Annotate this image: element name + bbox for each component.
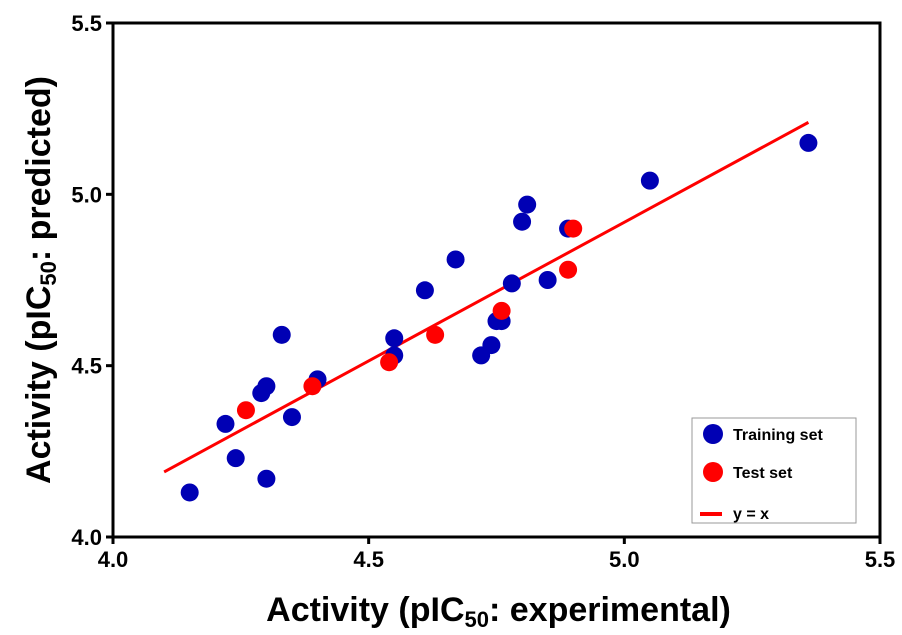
legend-test-set-label: Test set xyxy=(733,465,793,482)
ticks-layer: 4.0 4.5 5.0 5.5 4.0 4.5 5.0 5.5 xyxy=(71,11,895,572)
y-tick-label: 4.5 xyxy=(71,354,102,379)
y-equals-x-line xyxy=(163,121,810,474)
training-set-point xyxy=(257,377,276,396)
x-tick-label: 5.0 xyxy=(609,547,640,572)
training-set-point xyxy=(538,271,557,289)
training-set-point xyxy=(513,212,532,231)
training-set-point xyxy=(446,250,465,269)
training-set-point xyxy=(257,469,276,488)
x-tick-label: 4.5 xyxy=(353,547,384,572)
x-tick-label: 5.5 xyxy=(865,547,896,572)
y-axis-title-prefix: Activity (pIC xyxy=(20,286,58,484)
training-set-point xyxy=(415,281,434,300)
x-tick-label: 4.0 xyxy=(98,547,129,572)
training-set-point xyxy=(385,329,404,348)
legend: Training set Test set y = x xyxy=(691,417,857,524)
training-set-point xyxy=(518,195,537,214)
y-axis-title: Activity (pIC50: predicted) xyxy=(20,76,61,484)
y-axis-title-sub: 50 xyxy=(36,261,61,285)
y-tick-label: 5.0 xyxy=(71,182,102,207)
test-set-point xyxy=(492,301,511,320)
x-axis-title-prefix: Activity (pIC xyxy=(266,591,464,629)
training-set-point xyxy=(272,325,291,344)
test-set-point xyxy=(380,353,399,372)
y-axis-title-suffix: : predicted) xyxy=(20,76,58,261)
x-axis-title-sub: 50 xyxy=(465,607,489,632)
legend-training-set-label: Training set xyxy=(733,427,823,444)
test-set-point xyxy=(426,325,445,344)
training-set-point xyxy=(799,133,818,152)
x-axis-title-suffix: : experimental) xyxy=(489,591,731,629)
training-set-point xyxy=(180,483,199,502)
test-set-point xyxy=(559,260,578,279)
test-set-point xyxy=(564,219,583,238)
y-tick-label: 5.5 xyxy=(71,11,102,36)
legend-y-x-label: y = x xyxy=(733,506,769,523)
training-set-point xyxy=(482,336,501,355)
x-axis-title: Activity (pIC50: experimental) xyxy=(266,591,731,632)
training-set-point xyxy=(640,171,659,190)
training-set-point xyxy=(282,408,301,427)
training-set-point xyxy=(216,414,235,433)
training-set-point xyxy=(502,274,521,293)
plot-layer xyxy=(163,121,818,502)
y-tick-label: 4.0 xyxy=(71,525,102,550)
legend-training-set-swatch xyxy=(703,424,723,444)
plot-frame xyxy=(111,21,882,539)
test-set-point xyxy=(303,377,322,396)
legend-test-set-swatch xyxy=(703,462,723,482)
test-set-point xyxy=(236,401,255,420)
training-set-point xyxy=(226,449,245,468)
